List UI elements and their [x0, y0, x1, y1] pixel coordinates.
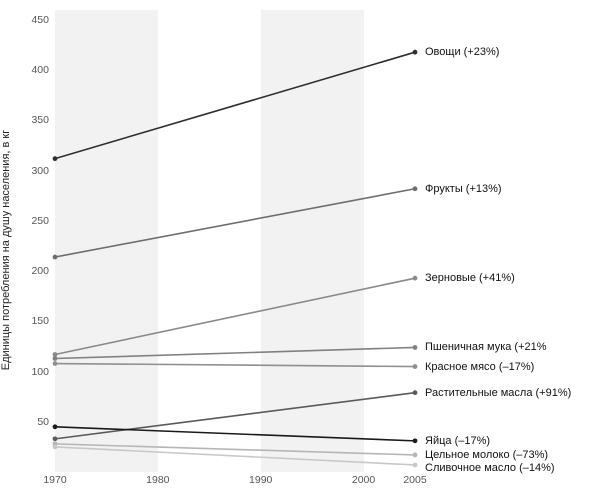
- y-tick-label: 100: [31, 366, 49, 378]
- series-label: Растительные масла (+91%): [425, 387, 571, 399]
- series-marker: [53, 361, 58, 366]
- series-marker: [413, 186, 418, 191]
- series-marker: [53, 424, 58, 429]
- x-tick-label: 1980: [146, 474, 169, 486]
- series-label: Яйца (–17%): [425, 435, 490, 447]
- x-tick-label: 2005: [403, 474, 426, 486]
- series-label: Пшеничная мука (+21%: [425, 341, 547, 353]
- series-marker: [53, 444, 58, 449]
- chart-root: Единицы потребления на душу населения, в…: [0, 0, 600, 500]
- x-tick-label: 1990: [249, 474, 272, 486]
- series-label: Цельное молоко (–73%): [425, 449, 548, 461]
- series-label: Сливочное масло (–14%): [425, 462, 555, 474]
- series-label: Фрукты (+13%): [425, 183, 502, 195]
- series-label: Зерновые (+41%): [425, 272, 515, 284]
- series-marker: [53, 255, 58, 260]
- y-tick-label: 400: [31, 64, 49, 76]
- y-tick-label: 350: [31, 114, 49, 126]
- series-line: [55, 52, 415, 158]
- y-tick-label: 150: [31, 315, 49, 327]
- series-marker: [53, 356, 58, 361]
- y-tick-label: 300: [31, 165, 49, 177]
- series-line: [55, 347, 415, 358]
- series-layer: [55, 10, 415, 472]
- series-marker: [413, 463, 418, 468]
- y-tick-label: 250: [31, 215, 49, 227]
- x-tick-label: 2000: [352, 474, 375, 486]
- series-marker: [413, 364, 418, 369]
- y-tick-label: 50: [37, 416, 49, 428]
- y-axis-label: Единицы потребления на душу населения, в…: [0, 130, 12, 370]
- series-marker: [53, 156, 58, 161]
- y-tick-label: 200: [31, 265, 49, 277]
- series-line: [55, 393, 415, 439]
- series-line: [55, 364, 415, 367]
- series-marker: [413, 453, 418, 458]
- plot-area: 5010015020025030035040045019701980199020…: [55, 10, 415, 472]
- series-marker: [413, 438, 418, 443]
- series-line: [55, 427, 415, 441]
- series-line: [55, 278, 415, 354]
- series-marker: [53, 436, 58, 441]
- series-line: [55, 189, 415, 257]
- series-marker: [413, 345, 418, 350]
- series-label: Красное мясо (–17%): [425, 361, 534, 373]
- series-label: Овощи (+23%): [425, 46, 499, 58]
- series-marker: [413, 50, 418, 55]
- y-tick-label: 450: [31, 14, 49, 26]
- x-tick-label: 1970: [43, 474, 66, 486]
- series-marker: [413, 390, 418, 395]
- series-marker: [413, 276, 418, 281]
